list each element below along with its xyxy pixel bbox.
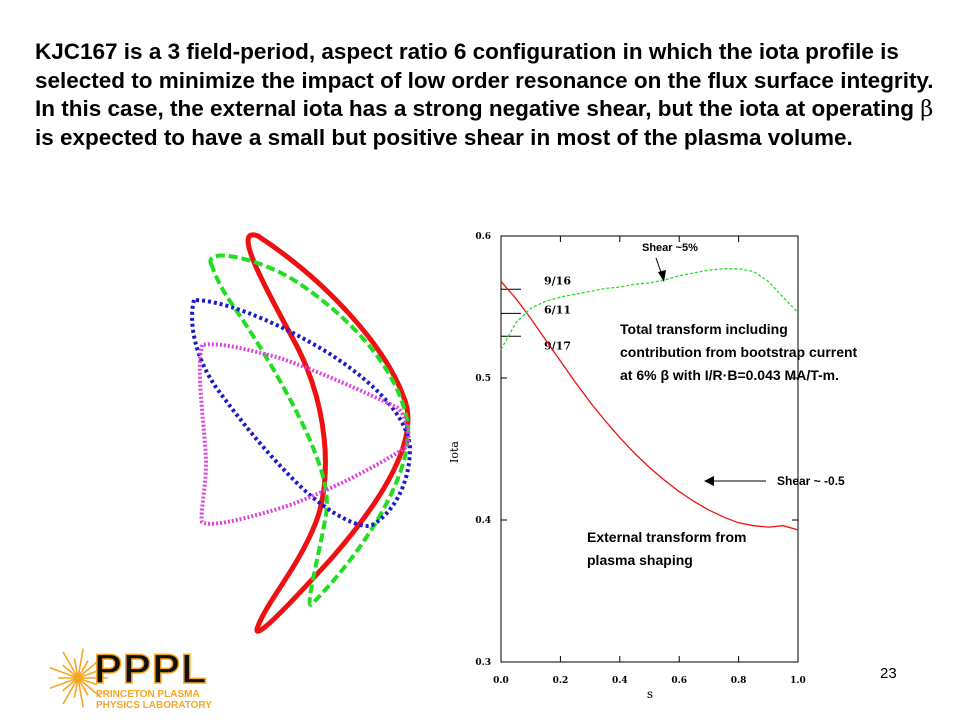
- y-axis-label: Iota: [448, 441, 461, 463]
- arrowhead-shear-top: [658, 270, 666, 282]
- resonance-markers: 9/16 6/11 9/17: [501, 274, 571, 352]
- starburst-ray: [49, 666, 79, 679]
- logo-line-2: PHYSICS LABORATORY: [96, 700, 212, 711]
- x-tick-label: 0.2: [553, 676, 569, 686]
- starburst-ray: [73, 658, 79, 679]
- heading-text-part-2: is expected to have a small but positive…: [35, 124, 853, 150]
- x-tick-label: 1.0: [790, 676, 806, 686]
- starburst-ray: [77, 677, 89, 696]
- plot-frame: [500, 235, 799, 663]
- resonance-label: 9/16: [544, 274, 571, 287]
- logo-wordmark: PPPL: [94, 645, 208, 692]
- arrowhead-shear-bottom: [704, 476, 714, 486]
- chart-series: [500, 268, 799, 531]
- starburst-ray: [77, 677, 98, 686]
- starburst-ray: [77, 670, 98, 679]
- y-tick-label: 0.3: [475, 658, 491, 668]
- starburst-ray: [73, 677, 79, 698]
- axis-ticks: [500, 235, 799, 663]
- series-line-1: [500, 268, 799, 350]
- annotation-total-line-1: Total transform including: [620, 321, 788, 337]
- starburst-ray: [77, 677, 84, 708]
- annotation-total-line-2: contribution from bootstrap current: [620, 344, 858, 360]
- flux-surface-red: [245, 232, 411, 634]
- starburst-ray: [77, 660, 89, 679]
- x-tick-label: 0.4: [612, 676, 628, 686]
- starburst-ray: [77, 658, 102, 679]
- annotation-external-line-1: External transform from: [587, 529, 746, 545]
- y-tick-labels: 0.3 0.4 0.5 0.6: [475, 232, 491, 668]
- page-number: 23: [880, 665, 897, 682]
- flux-surface-blue: [190, 297, 413, 528]
- y-tick-label: 0.4: [475, 516, 491, 526]
- heading-beta-symbol: β: [920, 96, 934, 122]
- annotation-shear-bottom: Shear ~ -0.5: [777, 474, 845, 488]
- resonance-label: 9/17: [544, 339, 571, 352]
- starburst-ray: [49, 677, 79, 690]
- logo-line-1: PRINCETON PLASMA: [96, 689, 200, 700]
- x-axis-label: s: [647, 687, 653, 701]
- x-tick-labels: 0.0 0.2 0.4 0.6 0.8 1.0: [493, 676, 806, 686]
- starburst-icon: [49, 648, 108, 708]
- flux-surface-magenta: [197, 342, 411, 526]
- annotation-shear-top: Shear ~5%: [642, 242, 698, 254]
- starburst-ray: [62, 651, 79, 679]
- starburst-ray: [62, 677, 79, 705]
- heading-text-part-1: KJC167 is a 3 field-period, aspect ratio…: [35, 39, 934, 121]
- y-tick-label: 0.5: [475, 374, 491, 384]
- starburst-ray: [77, 677, 102, 698]
- series-line-0: [500, 280, 799, 531]
- y-tick-label: 0.6: [475, 232, 491, 242]
- pppl-logo: PPPL PRINCETON PLASMA PHYSICS LABORATORY: [49, 644, 212, 711]
- x-tick-label: 0.6: [671, 676, 687, 686]
- starburst-ray: [77, 648, 84, 679]
- x-tick-label: 0.8: [731, 676, 747, 686]
- annotation-total-line-3: at 6% β with I/R·B=0.043 MA/T-m.: [620, 367, 839, 383]
- flux-surface-green: [208, 253, 411, 607]
- starburst-ray: [62, 677, 79, 692]
- annotation-external-line-2: plasma shaping: [587, 552, 693, 568]
- starburst-ray: [62, 664, 79, 679]
- x-tick-label: 0.0: [493, 676, 509, 686]
- slide-heading: KJC167 is a 3 field-period, aspect ratio…: [35, 38, 940, 152]
- resonance-label: 6/11: [544, 303, 571, 316]
